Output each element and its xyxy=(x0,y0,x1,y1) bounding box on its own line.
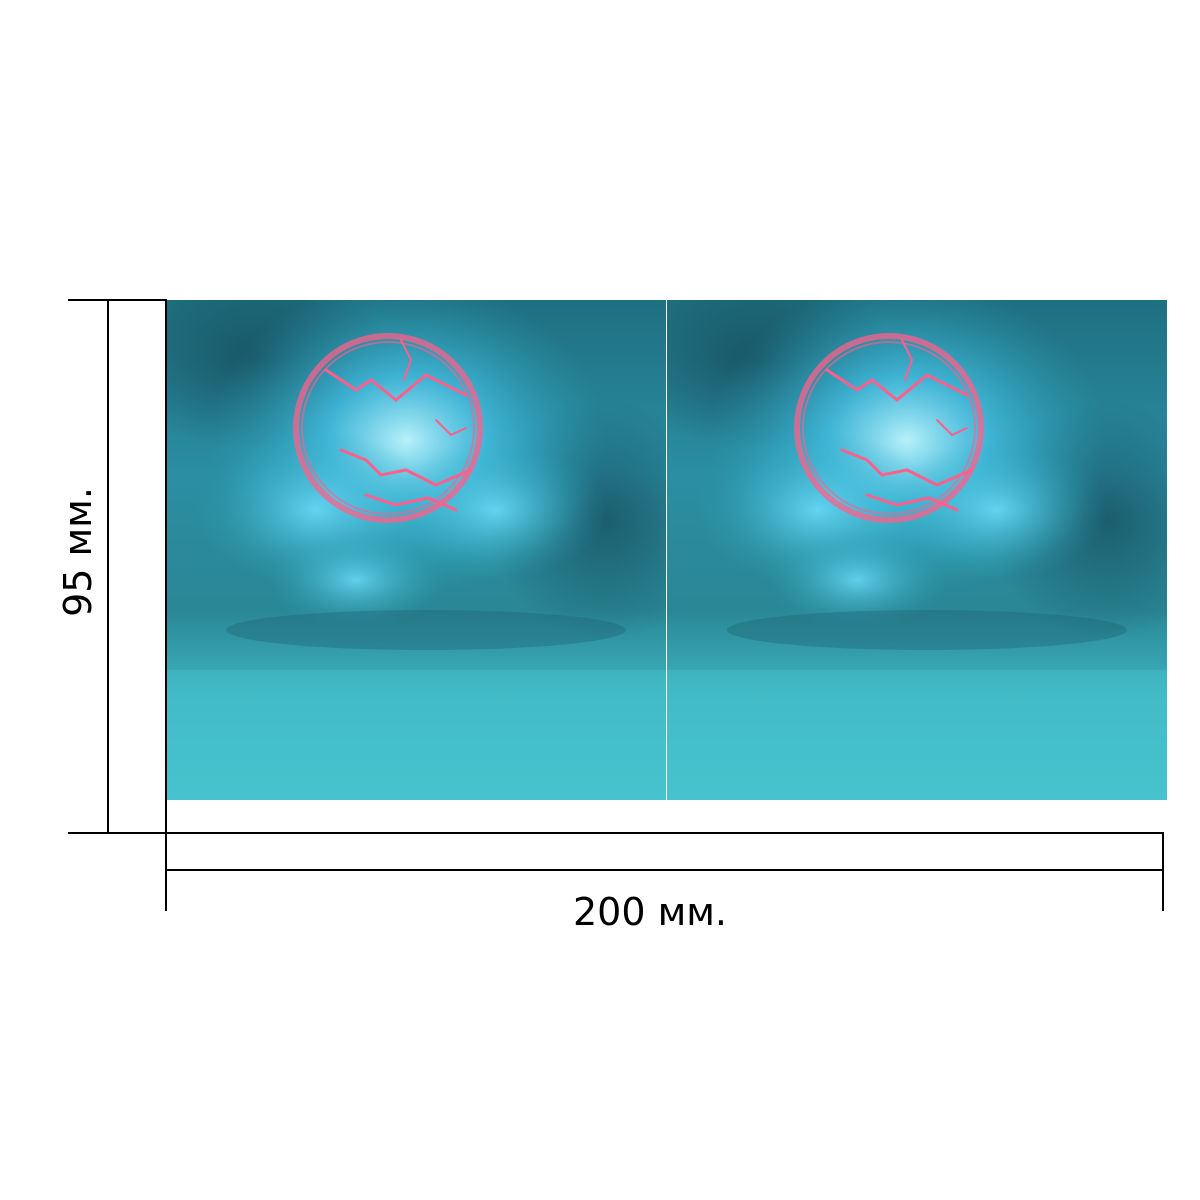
height-label: 95 мм. xyxy=(56,487,100,617)
nebula-sphere-image xyxy=(166,300,666,800)
height-tick-top xyxy=(68,299,166,301)
height-dimension-line xyxy=(107,299,109,834)
frame-left-edge xyxy=(165,299,167,911)
artwork-panel-right xyxy=(667,300,1167,800)
height-tick-bottom xyxy=(68,832,166,834)
width-label: 200 мм. xyxy=(572,890,728,934)
artwork-panel-left xyxy=(166,300,666,800)
frame-bottom-line xyxy=(165,832,1164,834)
width-tick-right xyxy=(1162,832,1164,911)
width-dimension-line xyxy=(165,869,1164,871)
nebula-sphere-image xyxy=(667,300,1167,800)
